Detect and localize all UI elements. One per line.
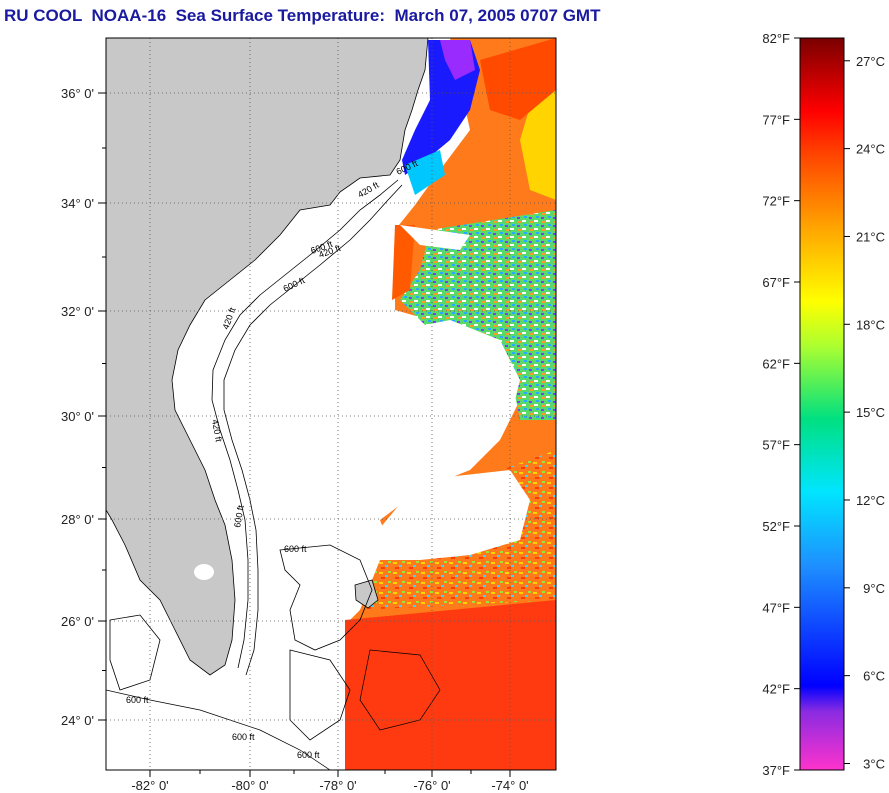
lat-label: 36° 0' <box>61 86 94 101</box>
colorbar <box>799 37 845 771</box>
colorbar-f-label: 37°F <box>762 763 790 778</box>
lake-okeechobee <box>194 564 214 580</box>
colorbar-f-label: 67°F <box>762 275 790 290</box>
colorbar-f-label: 62°F <box>762 356 790 371</box>
lat-label: 28° 0' <box>61 512 94 527</box>
lon-label: -80° 0' <box>231 778 268 793</box>
colorbar-c-label: 15°C <box>856 405 885 420</box>
lon-label: -74° 0' <box>491 778 528 793</box>
contour-420ft <box>211 179 399 669</box>
lon-label: -76° 0' <box>413 778 450 793</box>
colorbar-c-label: 21°C <box>856 229 885 244</box>
colorbar-c-label: 24°C <box>856 142 885 157</box>
longitude-labels: -82° 0' -80° 0' -78° 0' -76° 0' -74° 0' <box>131 770 529 793</box>
cloud-mask <box>390 320 520 480</box>
contour-label: 600 ft <box>232 732 255 742</box>
colorbar-c-label: 3°C <box>863 756 885 771</box>
colorbar-c-label: 9°C <box>863 581 885 596</box>
lat-label: 32° 0' <box>61 304 94 319</box>
lat-label: 24° 0' <box>61 713 94 728</box>
colorbar-c-label: 6°C <box>863 669 885 684</box>
colorbar-c-label: 27°C <box>856 54 885 69</box>
colorbar-f-label: 47°F <box>762 600 790 615</box>
sst-mixed-band <box>400 210 556 420</box>
land-us-east-coast <box>106 38 429 676</box>
land-bahamas <box>354 579 379 609</box>
lat-label: 30° 0' <box>61 409 94 424</box>
lon-label: -82° 0' <box>131 778 168 793</box>
lat-label: 34° 0' <box>61 196 94 211</box>
colorbar-c-label: 12°C <box>856 493 885 508</box>
latitude-labels: 36° 0' 34° 0' 32° 0' 30° 0' 28° 0' 26° 0' 24° … <box>61 86 106 728</box>
map-title: RU COOL NOAA-16 Sea Surface Temperature:… <box>4 6 601 25</box>
colorbar-f-label: 77°F <box>762 112 790 127</box>
map-frame <box>105 37 557 771</box>
colorbar-f-label: 42°F <box>762 682 790 697</box>
contour-600ft <box>223 184 403 676</box>
colorbar-f-label: 82°F <box>762 31 790 46</box>
colorbar-f-label: 72°F <box>762 194 790 209</box>
colorbar-f-label: 52°F <box>762 519 790 534</box>
colorbar-f-label: 57°F <box>762 438 790 453</box>
contour-label: 600 ft <box>297 750 320 760</box>
map-image <box>106 38 556 770</box>
contour-label: 420 ft <box>210 419 224 443</box>
colorbar-c-label: 18°C <box>856 317 885 332</box>
colorbar-fahrenheit-labels: 82°F 77°F 72°F 67°F 62°F 57°F 52°F 47°F 42°F 37°F <box>762 31 800 778</box>
contour-label: 600 ft <box>126 695 149 705</box>
contour-label: 600 ft <box>232 504 246 528</box>
grid-lines <box>106 38 556 770</box>
contour-label: 600 ft <box>284 544 307 554</box>
lon-label: -78° 0' <box>319 778 356 793</box>
colorbar-celsius-labels: 27°C 24°C 21°C 18°C 15°C 12°C 9°C 6°C 3°C <box>844 54 885 771</box>
lat-label: 26° 0' <box>61 614 94 629</box>
